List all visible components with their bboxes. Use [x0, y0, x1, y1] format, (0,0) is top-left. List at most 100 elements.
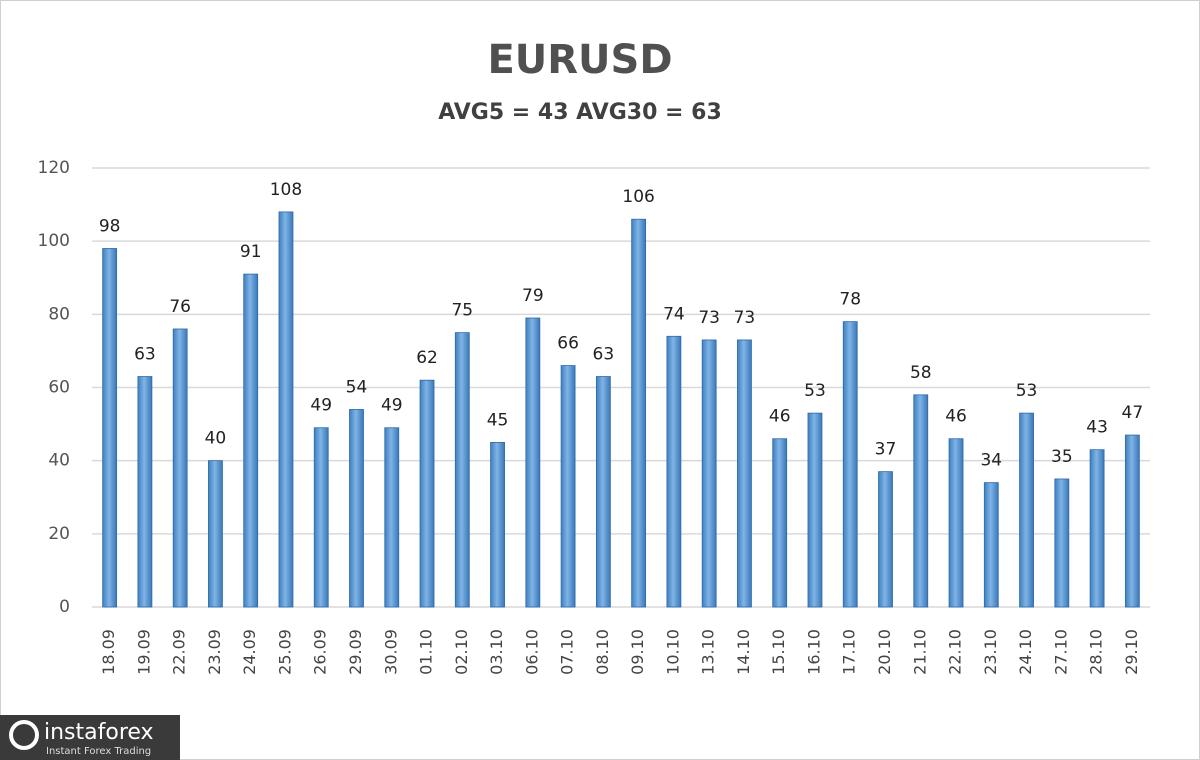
data-label: 40 [205, 429, 227, 449]
y-tick-label: 40 [48, 451, 70, 471]
bar [913, 394, 929, 608]
data-label: 46 [769, 407, 791, 427]
x-tick-label: 16.10 [804, 629, 823, 675]
watermark: instaforex Instant Forex Trading [0, 715, 180, 760]
bar [631, 218, 647, 608]
bar [278, 211, 294, 608]
bar [1019, 412, 1034, 608]
data-label: 47 [1122, 403, 1144, 423]
bar [490, 441, 505, 608]
data-label: 43 [1086, 418, 1108, 438]
x-tick-label: 23.09 [205, 629, 224, 675]
bar [807, 412, 823, 608]
y-tick-label: 120 [38, 158, 70, 178]
x-tick-label: 29.09 [346, 629, 365, 675]
data-label: 63 [134, 345, 156, 365]
bar [737, 339, 752, 608]
data-label: 75 [451, 301, 473, 321]
x-tick-label: 25.09 [275, 629, 294, 675]
bar [384, 427, 400, 608]
x-tick-label: 06.10 [522, 629, 541, 675]
data-label: 62 [416, 348, 438, 368]
watermark-brand: instaforex [44, 720, 154, 745]
y-tick-label: 80 [48, 304, 70, 324]
chart-subtitle: AVG5 = 43 AVG30 = 63 [438, 100, 722, 125]
y-tick-label: 20 [48, 524, 70, 544]
data-label: 78 [839, 290, 861, 310]
y-tick-label: 0 [59, 597, 70, 617]
data-label: 45 [487, 410, 509, 430]
data-label: 66 [557, 334, 579, 354]
bar [1089, 449, 1105, 608]
x-tick-label: 27.10 [1051, 629, 1070, 675]
data-label: 37 [875, 440, 897, 460]
x-tick-label: 02.10 [452, 629, 471, 675]
data-label: 91 [240, 242, 262, 262]
data-label: 53 [804, 381, 826, 401]
data-label: 106 [622, 187, 654, 207]
x-tick-label: 03.10 [487, 629, 506, 675]
bar [595, 376, 611, 608]
x-tick-label: 10.10 [663, 629, 682, 675]
watermark-logo [9, 720, 39, 750]
data-label: 54 [346, 377, 368, 397]
x-tick-label: 26.09 [311, 629, 330, 675]
bar [1054, 478, 1070, 608]
data-label: 35 [1051, 447, 1073, 467]
data-label: 76 [169, 297, 191, 317]
x-tick-label: 24.10 [1016, 629, 1035, 675]
data-label: 98 [99, 216, 121, 236]
data-label: 34 [980, 451, 1002, 471]
x-tick-label: 28.10 [1087, 629, 1106, 675]
y-tick-label: 60 [48, 378, 70, 398]
x-tick-label: 18.09 [99, 629, 118, 675]
y-tick-label: 100 [38, 231, 70, 251]
data-label: 63 [593, 345, 615, 365]
data-label: 49 [381, 396, 403, 416]
x-tick-label: 23.10 [981, 629, 1000, 675]
bar [948, 438, 964, 608]
bar [560, 365, 576, 608]
data-label: 46 [945, 407, 967, 427]
x-tick-label: 01.10 [417, 629, 436, 675]
x-tick-label: 07.10 [558, 629, 577, 675]
bar [1124, 434, 1140, 608]
x-tick-label: 09.10 [628, 629, 647, 675]
bar [313, 427, 329, 608]
x-tick-label: 20.10 [875, 629, 894, 675]
x-tick-label: 22.09 [170, 629, 189, 675]
x-tick-label: 13.10 [699, 629, 718, 675]
bar [137, 376, 153, 608]
x-tick-label: 30.09 [381, 629, 400, 675]
data-label: 73 [698, 308, 720, 328]
data-label: 108 [270, 180, 302, 200]
data-label: 79 [522, 286, 544, 306]
data-label: 58 [910, 363, 932, 383]
x-tick-label: 19.09 [134, 629, 153, 675]
data-label: 49 [310, 396, 332, 416]
bar [102, 248, 118, 608]
chart-title: EURUSD [487, 37, 672, 83]
x-tick-label: 22.10 [946, 629, 965, 675]
bar [878, 471, 893, 608]
bar [454, 332, 470, 608]
x-tick-label: 08.10 [593, 629, 612, 675]
data-label: 74 [663, 304, 685, 324]
data-label: 53 [1016, 381, 1038, 401]
x-tick-label: 17.10 [840, 629, 859, 675]
x-tick-label: 14.10 [734, 629, 753, 675]
x-tick-label: 21.10 [910, 629, 929, 675]
x-tick-label: 29.10 [1122, 629, 1141, 675]
bar [419, 379, 435, 608]
watermark-tagline: Instant Forex Trading [46, 746, 151, 757]
bar [842, 321, 858, 608]
x-tick-label: 15.10 [769, 629, 788, 675]
bar [772, 438, 788, 608]
bar [349, 409, 364, 608]
bar [172, 328, 188, 608]
bar [983, 482, 999, 608]
bar [701, 339, 717, 608]
bar [666, 335, 682, 608]
bar [525, 317, 541, 608]
